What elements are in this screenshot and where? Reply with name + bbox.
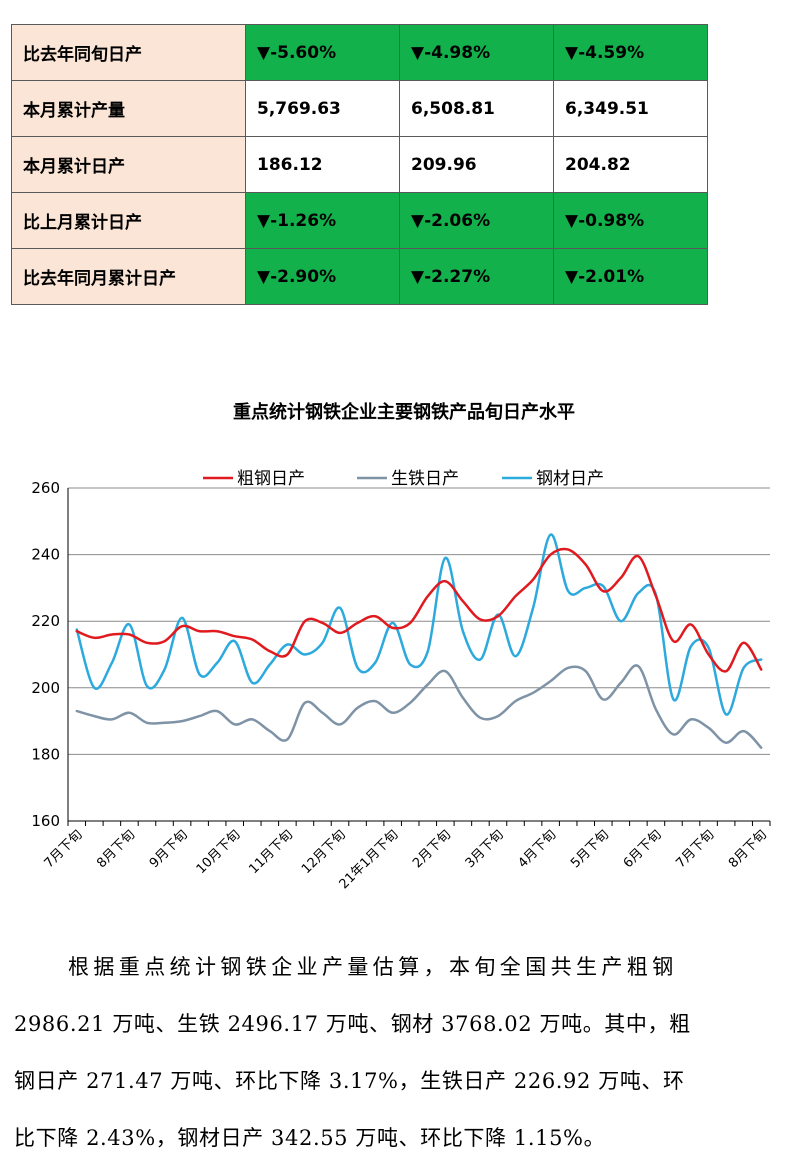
table-row: 本月累计日产 186.12 209.96 204.82 [11, 136, 708, 193]
table-cell: ▼-2.27% [399, 248, 554, 305]
table-cell: ▼-2.06% [399, 192, 554, 249]
row-label: 比去年同月累计日产 [11, 248, 246, 305]
y-tick-label: 200 [31, 679, 60, 697]
y-tick-label: 240 [31, 546, 60, 564]
series-line-1 [75, 664, 763, 749]
table-cell: ▼-4.98% [399, 24, 554, 81]
x-tick-label: 8月下旬 [94, 827, 138, 871]
table-row: 比去年同月累计日产 ▼-2.90% ▼-2.27% ▼-2.01% [11, 248, 708, 305]
table-cell: 204.82 [553, 136, 708, 193]
table-cell: 6,349.51 [553, 80, 708, 137]
x-tick-label: 2月下旬 [410, 827, 454, 871]
x-tick-label: 4月下旬 [515, 827, 559, 871]
table-cell: ▼-2.01% [553, 248, 708, 305]
x-tick-label: 3月下旬 [463, 827, 507, 871]
x-tick-label: 10月下旬 [194, 827, 244, 877]
paragraph-line-2: 2986.21 万吨、生铁 2496.17 万吨、钢材 3768.02 万吨。其… [14, 1012, 691, 1036]
y-tick-label: 160 [31, 812, 60, 830]
x-tick-label: 7月下旬 [673, 827, 717, 871]
paragraph-line-3: 钢日产 271.47 万吨、环比下降 3.17%，生铁日产 226.92 万吨、… [14, 1069, 685, 1093]
x-tick-label: 9月下旬 [147, 827, 191, 871]
legend-label: 粗钢日产 [237, 469, 305, 489]
table-cell: 6,508.81 [399, 80, 554, 137]
table-cell: 5,769.63 [245, 80, 400, 137]
chart-title: 重点统计钢铁企业主要钢铁产品旬日产水平 [233, 402, 575, 423]
row-label: 本月累计日产 [11, 136, 246, 193]
table-cell: ▼-0.98% [553, 192, 708, 249]
legend-label: 生铁日产 [391, 469, 459, 489]
row-label: 比上月累计日产 [11, 192, 246, 249]
y-tick-label: 180 [31, 745, 60, 763]
x-tick-label: 5月下旬 [568, 827, 612, 871]
y-tick-label: 260 [31, 479, 60, 497]
series-line-0 [75, 547, 763, 673]
x-tick-label: 8月下旬 [726, 827, 770, 871]
row-label: 本月累计产量 [11, 80, 246, 137]
table-cell: ▼-2.90% [245, 248, 400, 305]
paragraph-line-1: 根据重点统计钢铁企业产量估算，本旬全国共生产粗钢 [68, 955, 678, 979]
x-tick-label: 12月下旬 [299, 827, 349, 877]
table-row: 比上月累计日产 ▼-1.26% ▼-2.06% ▼-0.98% [11, 192, 708, 249]
paragraph-line-4: 比下降 2.43%，钢材日产 342.55 万吨、环比下降 1.15%。 [14, 1126, 606, 1150]
row-label: 比去年同旬日产 [11, 24, 246, 81]
x-tick-label: 6月下旬 [621, 827, 665, 871]
legend-label: 钢材日产 [536, 469, 604, 489]
table-cell: 209.96 [399, 136, 554, 193]
table-row: 本月累计产量 5,769.63 6,508.81 6,349.51 [11, 80, 708, 137]
x-tick-label: 7月下旬 [42, 827, 86, 871]
table-cell: ▼-5.60% [245, 24, 400, 81]
table-cell: ▼-4.59% [553, 24, 708, 81]
table-cell: ▼-1.26% [245, 192, 400, 249]
table-cell: 186.12 [245, 136, 400, 193]
production-stats-table: 比去年同旬日产 ▼-5.60% ▼-4.98% ▼-4.59% 本月累计产量 5,769.… [11, 24, 708, 305]
table-row: 比去年同旬日产 ▼-5.60% ▼-4.98% ▼-4.59% [11, 24, 708, 81]
x-tick-label: 11月下旬 [246, 827, 296, 877]
y-tick-label: 220 [31, 612, 60, 630]
